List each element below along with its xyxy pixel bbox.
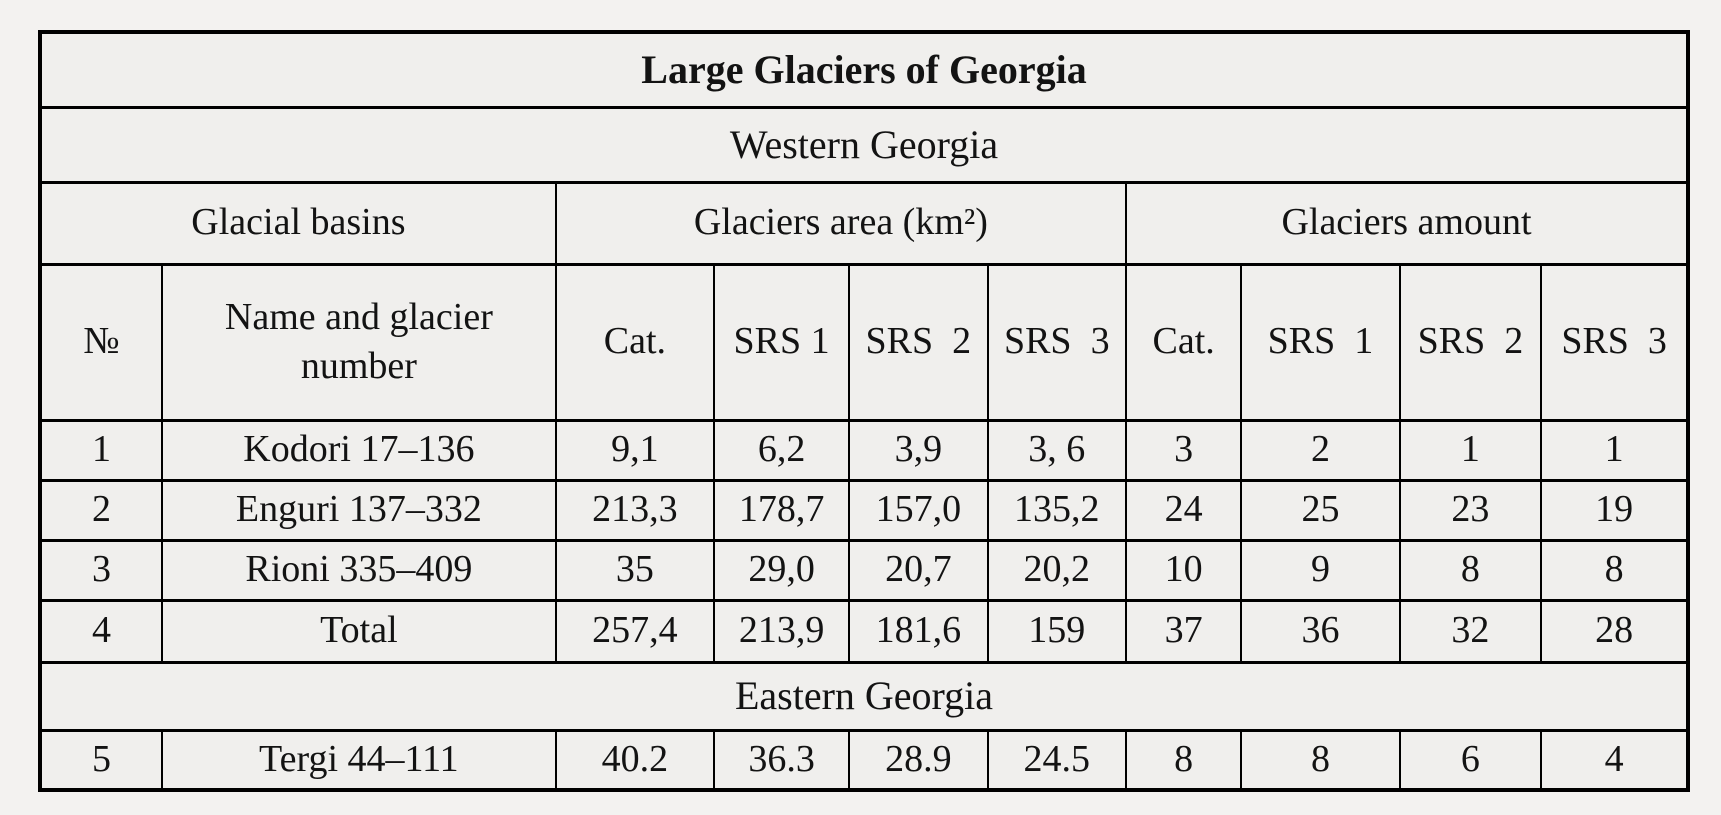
cell-basin-name: Tergi 44–111 <box>160 728 557 792</box>
col-header-name: Name and glacier number <box>160 262 557 422</box>
cell-area-srs2: 157,0 <box>848 478 989 542</box>
cell-basin-name: Enguri 137–332 <box>160 478 557 542</box>
section-eastern-georgia: Eastern Georgia <box>39 660 1689 732</box>
col-header-number: № <box>39 262 163 422</box>
table-row-total: 4 Total 257,4 213,9 181,6 159 37 36 32 2… <box>39 598 1689 664</box>
cell-amount-cat: 37 <box>1124 598 1243 664</box>
cell-area-cat: 35 <box>554 538 716 602</box>
cell-area-srs1: 6,2 <box>713 418 851 482</box>
table-row-rioni: 3 Rioni 335–409 35 29,0 20,7 20,2 10 9 8… <box>39 538 1689 602</box>
cell-area-srs2: 28.9 <box>848 728 989 792</box>
col-header-area-srs2: SRS 2 <box>848 262 989 422</box>
cell-number: 4 <box>39 598 163 664</box>
group-header-glacial-basins: Glacial basins <box>39 180 557 266</box>
col-header-area-cat: Cat. <box>554 262 716 422</box>
cell-area-cat: 257,4 <box>554 598 716 664</box>
cell-amount-srs3: 1 <box>1540 418 1689 482</box>
cell-amount-srs3: 4 <box>1540 728 1689 792</box>
cell-amount-srs1: 25 <box>1240 478 1401 542</box>
cell-amount-srs3: 19 <box>1540 478 1689 542</box>
col-header-amount-srs1: SRS 1 <box>1240 262 1401 422</box>
table-title: Large Glaciers of Georgia <box>39 30 1689 109</box>
cell-amount-srs2: 1 <box>1398 418 1543 482</box>
glacier-table-container: Large Glaciers of Georgia Western Georgi… <box>38 30 1690 792</box>
col-header-amount-cat: Cat. <box>1124 262 1243 422</box>
glacier-table: Large Glaciers of Georgia Western Georgi… <box>38 30 1690 792</box>
cell-basin-name: Kodori 17–136 <box>160 418 557 482</box>
cell-amount-cat: 10 <box>1124 538 1243 602</box>
cell-amount-srs3: 8 <box>1540 538 1689 602</box>
cell-area-srs3: 24.5 <box>986 728 1127 792</box>
cell-amount-cat: 24 <box>1124 478 1243 542</box>
cell-area-srs1: 213,9 <box>713 598 851 664</box>
cell-area-srs3: 20,2 <box>986 538 1127 602</box>
table-row-kodori: 1 Kodori 17–136 9,1 6,2 3,9 3, 6 3 2 1 1 <box>39 418 1689 482</box>
cell-area-srs3: 159 <box>986 598 1127 664</box>
cell-amount-cat: 3 <box>1124 418 1243 482</box>
cell-number: 5 <box>39 728 163 792</box>
cell-amount-srs1: 9 <box>1240 538 1401 602</box>
group-header-glaciers-amount: Glaciers amount <box>1124 180 1690 266</box>
cell-number: 3 <box>39 538 163 602</box>
col-header-area-srs1: SRS 1 <box>713 262 851 422</box>
cell-amount-srs3: 28 <box>1540 598 1689 664</box>
cell-area-cat: 213,3 <box>554 478 716 542</box>
cell-basin-name: Total <box>160 598 557 664</box>
cell-number: 2 <box>39 478 163 542</box>
cell-area-srs2: 181,6 <box>848 598 989 664</box>
col-header-amount-srs3: SRS 3 <box>1540 262 1689 422</box>
cell-area-cat: 9,1 <box>554 418 716 482</box>
cell-amount-cat: 8 <box>1124 728 1243 792</box>
cell-amount-srs1: 8 <box>1240 728 1401 792</box>
cell-amount-srs1: 36 <box>1240 598 1401 664</box>
cell-area-srs2: 3,9 <box>848 418 989 482</box>
cell-area-srs1: 36.3 <box>713 728 851 792</box>
cell-amount-srs2: 6 <box>1398 728 1543 792</box>
col-header-area-srs3: SRS 3 <box>986 262 1127 422</box>
cell-basin-name: Rioni 335–409 <box>160 538 557 602</box>
group-header-glaciers-area: Glaciers area (km²) <box>554 180 1127 266</box>
cell-area-srs3: 135,2 <box>986 478 1127 542</box>
cell-number: 1 <box>39 418 163 482</box>
cell-area-srs1: 29,0 <box>713 538 851 602</box>
cell-area-srs2: 20,7 <box>848 538 989 602</box>
table-row-enguri: 2 Enguri 137–332 213,3 178,7 157,0 135,2… <box>39 478 1689 542</box>
cell-amount-srs2: 23 <box>1398 478 1543 542</box>
table-row-tergi: 5 Tergi 44–111 40.2 36.3 28.9 24.5 8 8 6… <box>39 728 1689 792</box>
cell-amount-srs2: 32 <box>1398 598 1543 664</box>
cell-amount-srs1: 2 <box>1240 418 1401 482</box>
cell-area-srs3: 3, 6 <box>986 418 1127 482</box>
cell-area-cat: 40.2 <box>554 728 716 792</box>
cell-area-srs1: 178,7 <box>713 478 851 542</box>
cell-amount-srs2: 8 <box>1398 538 1543 602</box>
section-western-georgia: Western Georgia <box>39 105 1689 184</box>
col-header-amount-srs2: SRS 2 <box>1398 262 1543 422</box>
